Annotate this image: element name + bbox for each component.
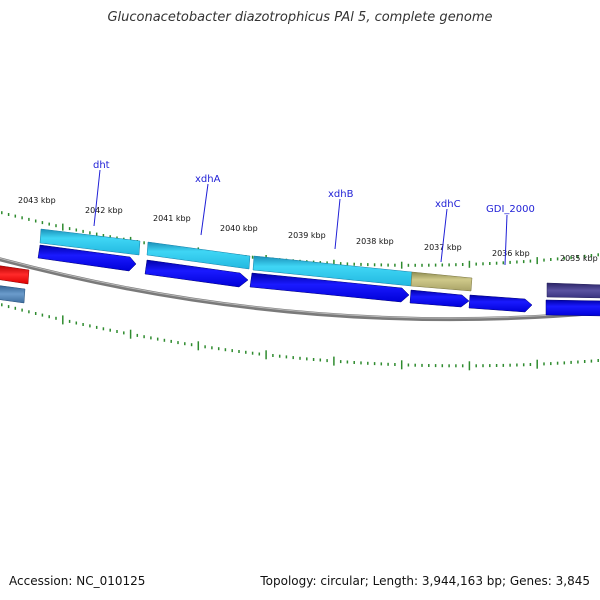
leader-GDI_2000 — [504, 214, 508, 266]
gene-label-xdhC: xdhC — [435, 199, 461, 210]
cds-right-blue — [545, 299, 600, 317]
gene-label-dht: dht — [93, 160, 110, 171]
gene-xdhC — [410, 271, 473, 292]
gene-label-xdhB: xdhB — [328, 189, 354, 200]
kbp-label: 2039 kbp — [288, 231, 326, 240]
cds-GDI_2000-arrow — [468, 294, 533, 313]
genome-summary-text: Topology: circular; Length: 3,944,163 bp… — [260, 574, 590, 588]
leader-xdhA — [200, 183, 209, 236]
lower-tick-ring — [1, 303, 599, 371]
kbp-label: 2040 kbp — [220, 224, 258, 233]
gene-label-xdhA: xdhA — [195, 174, 221, 185]
gene-label-leaders — [93, 169, 508, 266]
cds-xdhB-arrow — [249, 272, 410, 303]
leader-dht — [93, 169, 101, 227]
accession-text: Accession: NC_010125 — [9, 574, 146, 588]
cds-xdhC-arrow — [409, 289, 470, 308]
gene-dht — [39, 228, 141, 256]
kbp-label: 2042 kbp — [85, 206, 123, 215]
gene-right-navy — [546, 282, 600, 299]
cds-xdhA-arrow — [144, 259, 249, 288]
kbp-label: 2035 kbp — [560, 254, 598, 263]
cds-left-steel — [0, 285, 26, 304]
genome-backbone-highlight — [0, 257, 600, 319]
kbp-label: 2036 kbp — [492, 249, 530, 258]
figure-title: Gluconacetobacter diazotrophicus PAl 5, … — [107, 10, 493, 25]
genome-backbone — [0, 257, 600, 322]
gene-left-red — [0, 265, 30, 285]
gene-xdhA — [146, 241, 251, 270]
leader-xdhC — [440, 208, 448, 263]
kbp-label: 2038 kbp — [356, 237, 394, 246]
kbp-label: 2043 kbp — [18, 196, 56, 205]
leader-xdhB — [334, 198, 341, 250]
gene-label-GDI_2000: GDI_2000 — [486, 204, 535, 215]
cds-dht-arrow — [37, 244, 137, 272]
kbp-label: 2041 kbp — [153, 214, 191, 223]
